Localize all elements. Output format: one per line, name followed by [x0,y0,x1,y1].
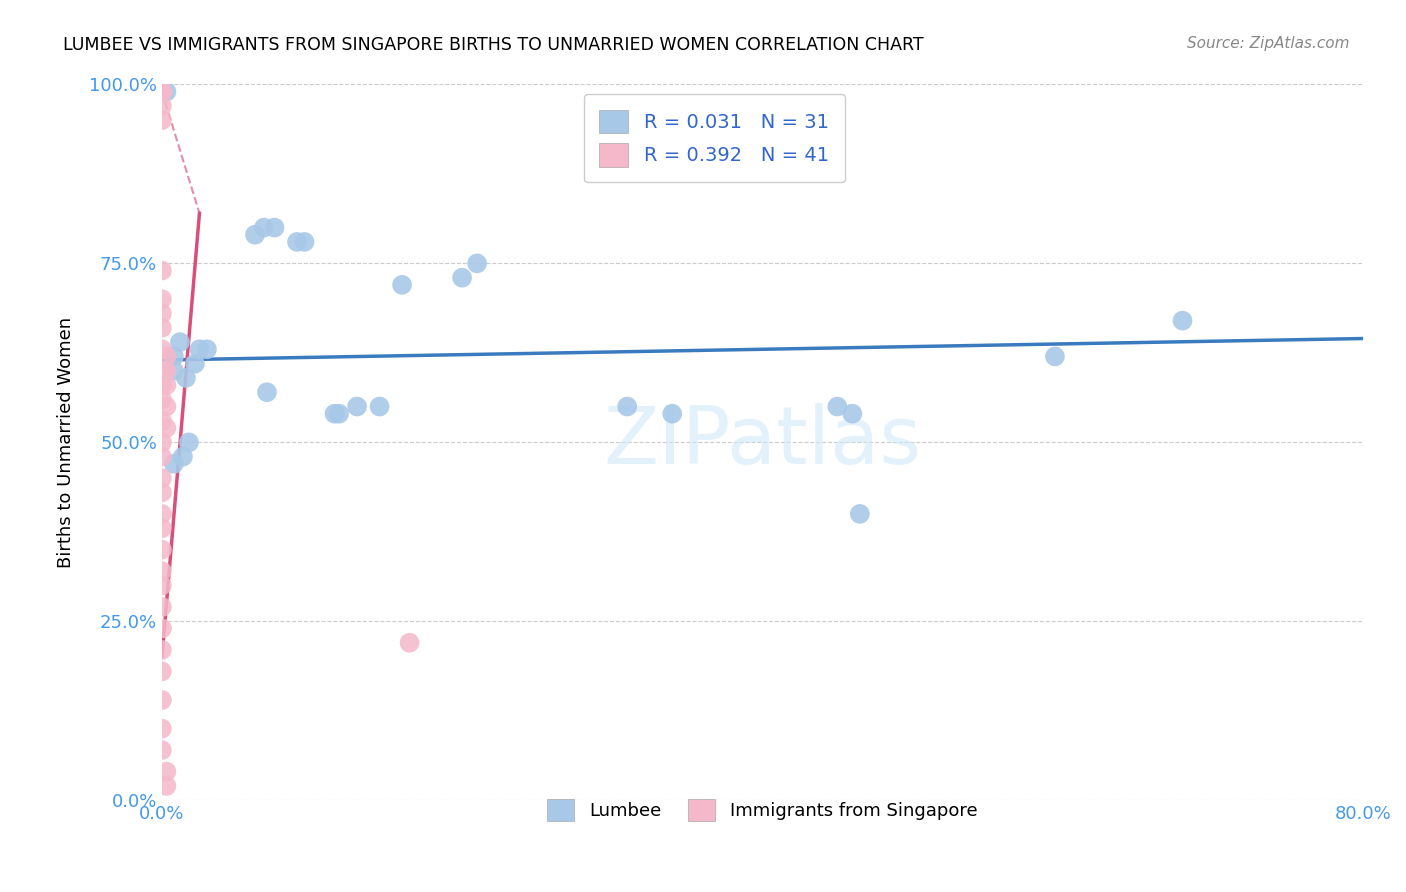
Point [150,414,173,428]
Point [150,85,173,99]
Point [155,400,177,414]
Point [150,113,173,128]
Point [155,779,177,793]
Point [163,350,186,364]
Point [155,378,177,392]
Point [150,507,173,521]
Point [150,99,173,113]
Point [841,407,863,421]
Point [150,320,173,334]
Point [163,457,186,471]
Point [150,306,173,320]
Point [263,220,285,235]
Point [195,343,218,357]
Point [827,400,849,414]
Point [155,85,177,99]
Point [188,343,211,357]
Y-axis label: Births to Unmarried Women: Births to Unmarried Women [58,317,75,568]
Point [150,435,173,450]
Point [368,400,391,414]
Point [285,235,308,249]
Point [150,743,173,757]
Point [150,643,173,657]
Point [328,407,350,421]
Point [391,277,413,292]
Point [451,270,474,285]
Point [323,407,346,421]
Point [150,622,173,636]
Point [661,407,683,421]
Point [155,764,177,779]
Point [163,364,186,378]
Point [150,542,173,557]
Point [174,371,197,385]
Point [253,220,276,235]
Point [465,256,488,270]
Point [1171,313,1194,327]
Point [150,364,173,378]
Point [172,450,194,464]
Point [150,85,173,99]
Point [849,507,872,521]
Point [616,400,638,414]
Point [169,335,191,350]
Point [150,564,173,578]
Point [256,385,278,400]
Legend: Lumbee, Immigrants from Singapore: Lumbee, Immigrants from Singapore [534,787,990,834]
Point [294,235,316,249]
Point [150,392,173,407]
Point [346,400,368,414]
Point [150,665,173,679]
Point [150,85,173,99]
Text: Source: ZipAtlas.com: Source: ZipAtlas.com [1187,36,1350,51]
Point [150,85,173,99]
Point [150,378,173,392]
Point [150,471,173,485]
Point [150,485,173,500]
Point [150,693,173,707]
Point [155,421,177,435]
Point [150,292,173,306]
Point [155,364,177,378]
Point [150,578,173,592]
Text: LUMBEE VS IMMIGRANTS FROM SINGAPORE BIRTHS TO UNMARRIED WOMEN CORRELATION CHART: LUMBEE VS IMMIGRANTS FROM SINGAPORE BIRT… [63,36,924,54]
Point [243,227,266,242]
Point [155,350,177,364]
Point [150,599,173,614]
Point [184,357,207,371]
Point [150,450,173,464]
Point [150,85,173,99]
Point [150,521,173,535]
Point [150,343,173,357]
Point [1043,350,1066,364]
Point [398,636,420,650]
Point [150,722,173,736]
Point [150,263,173,277]
Point [177,435,200,450]
Point [150,85,173,99]
Text: ZIPatlas: ZIPatlas [603,403,921,482]
